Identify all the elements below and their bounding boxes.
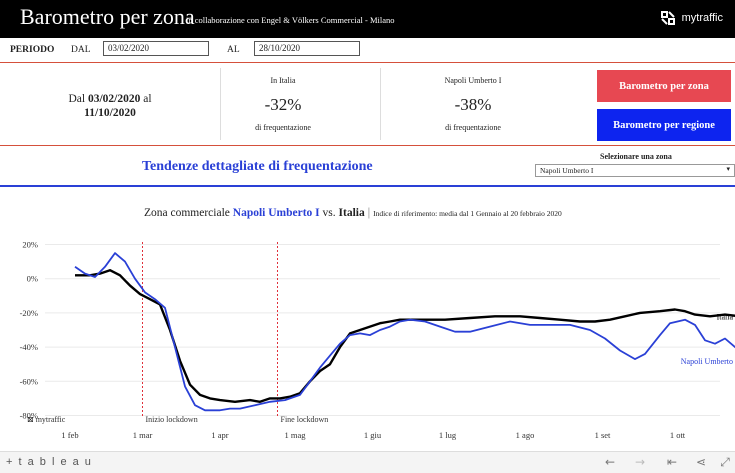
period-label: PERIODO <box>10 45 55 55</box>
x-tick-label: 1 lug <box>439 430 457 440</box>
y-tick-label: -40% <box>20 342 38 352</box>
page-subtitle: in collaborazione con Engel & Völkers Co… <box>186 15 395 25</box>
kpi-zone: Napoli Umberto I -38% di frequentazione <box>398 62 548 142</box>
chart-title-vs: vs. <box>322 207 336 219</box>
chart-title-country: Italia <box>338 207 365 219</box>
chart-title-prefix: Zona commerciale <box>144 207 230 219</box>
divider <box>220 68 221 140</box>
series-label: Napoli Umberto <box>681 357 733 366</box>
line-chart[interactable]: 20% 0% -20% -40% -60% -80% 1 feb 1 mar 1 apr 1 ma… <box>0 226 735 446</box>
kpi-italia-name: In Italia <box>270 76 296 85</box>
revert-icon[interactable]: ⇤ <box>666 455 678 469</box>
to-label: AL <box>227 45 240 55</box>
x-tick-label: 1 mag <box>284 430 306 440</box>
app-header: Barometro per zona in collaborazione con… <box>0 0 735 38</box>
y-tick-label: 20% <box>22 240 38 250</box>
y-tick-label: 0% <box>27 274 38 284</box>
y-tick-label: -20% <box>20 308 38 318</box>
barometro-regione-button[interactable]: Barometro per regione <box>597 109 731 141</box>
x-tick-label: 1 mar <box>133 430 153 440</box>
divider <box>380 68 381 140</box>
period-bar: PERIODO DAL 03/02/2020 AL 28/10/2020 <box>0 38 735 61</box>
series-label: Italia <box>717 312 734 321</box>
share-icon[interactable]: ⋖ <box>695 455 707 469</box>
tableau-toolbar: + t a b l e a u ← → ⇤ ⋖ ⤢ <box>0 451 735 473</box>
brand-logo[interactable]: mytraffic <box>660 10 723 26</box>
chart-title: Zona commerciale Napoli Umberto I vs. It… <box>144 204 562 220</box>
chart-brand-label: ⊠ mytraffic <box>27 415 66 424</box>
tableau-logo[interactable]: + t a b l e a u <box>6 456 93 468</box>
chart-title-separator: | <box>367 204 371 219</box>
barometro-zona-button[interactable]: Barometro per zona <box>597 70 731 102</box>
chart-area[interactable]: 20% 0% -20% -40% -60% -80% 1 feb 1 mar 1 apr 1 ma… <box>0 226 735 446</box>
fullscreen-icon[interactable]: ⤢ <box>720 455 730 469</box>
from-label: DAL <box>71 45 91 55</box>
date-mid: al <box>143 93 152 105</box>
divider <box>0 145 735 146</box>
zone-select[interactable]: Napoli Umberto I ▾ <box>535 164 735 177</box>
date-prefix: Dal <box>68 93 86 105</box>
redo-icon[interactable]: → <box>634 455 646 469</box>
page-title: Barometro per zona <box>20 4 195 29</box>
divider <box>0 62 735 63</box>
x-tick-label: 1 set <box>595 430 611 440</box>
mytraffic-logo-icon <box>660 11 675 25</box>
section-title: Tendenze dettagliate di frequentazione <box>142 159 373 174</box>
kpi-zone-value: -38% <box>454 95 492 114</box>
zone-select-value: Napoli Umberto I <box>540 166 594 175</box>
date-range-summary: Dal 03/02/2020 al 11/10/2020 <box>0 62 220 142</box>
x-tick-label: 1 apr <box>211 430 228 440</box>
from-date-input[interactable]: 03/02/2020 <box>103 41 209 56</box>
kpi-italia: In Italia -32% di frequentazione <box>208 62 358 142</box>
divider <box>0 185 735 187</box>
to-date-input[interactable]: 28/10/2020 <box>254 41 360 56</box>
kpi-zone-caption: di frequentazione <box>445 123 501 132</box>
brand-name: mytraffic <box>681 12 723 24</box>
date-start: 03/02/2020 <box>87 93 141 105</box>
series-line-italia <box>75 269 735 403</box>
zone-select-label: Selezionare una zona <box>600 152 672 161</box>
series-line-zone <box>74 252 735 412</box>
y-tick-label: -80% <box>20 410 38 420</box>
kpi-zone-name: Napoli Umberto I <box>444 76 502 85</box>
date-end: 11/10/2020 <box>84 107 136 119</box>
undo-icon[interactable]: ← <box>604 455 616 469</box>
kpi-italia-value: -32% <box>264 95 302 114</box>
chart-title-note: Indice di riferimento: media dal 1 Genna… <box>373 209 562 218</box>
lockdown-marker-label: Inizio lockdown <box>146 415 198 424</box>
chart-title-zone: Napoli Umberto I <box>232 207 320 219</box>
lockdown-marker-label: Fine lockdown <box>281 415 329 424</box>
x-tick-label: 1 feb <box>61 430 78 440</box>
kpi-italia-caption: di frequentazione <box>255 123 311 132</box>
x-tick-label: 1 giu <box>364 430 382 440</box>
x-tick-label: 1 ott <box>670 430 686 440</box>
y-tick-label: -60% <box>20 376 38 386</box>
chevron-down-icon: ▾ <box>726 165 730 173</box>
x-tick-label: 1 ago <box>516 430 535 440</box>
